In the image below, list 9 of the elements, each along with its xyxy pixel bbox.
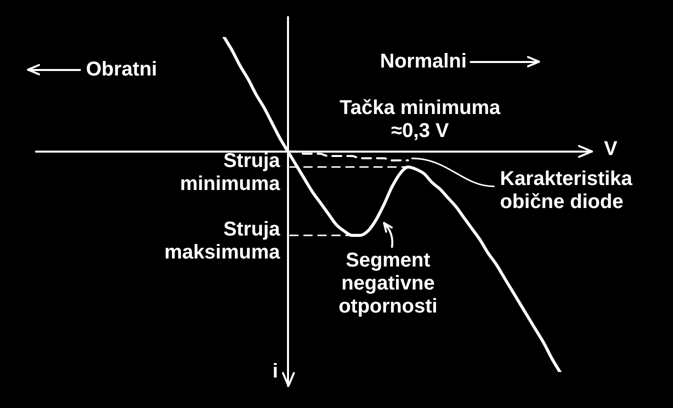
text: Obratni [86, 58, 158, 81]
annotation: Segment negativne otpornosti [338, 250, 438, 318]
annotation: Struja minimuma [180, 150, 281, 196]
annotation: Struja maksimuma [164, 218, 281, 264]
y-axis-title: i [272, 360, 278, 383]
annotation: Normalni [380, 50, 467, 73]
x-axis-title: V [604, 138, 618, 160]
annotation: Tačka minimuma ≈0,3 V [340, 97, 502, 142]
legend-label: Karakteristika obične diode [500, 168, 634, 213]
